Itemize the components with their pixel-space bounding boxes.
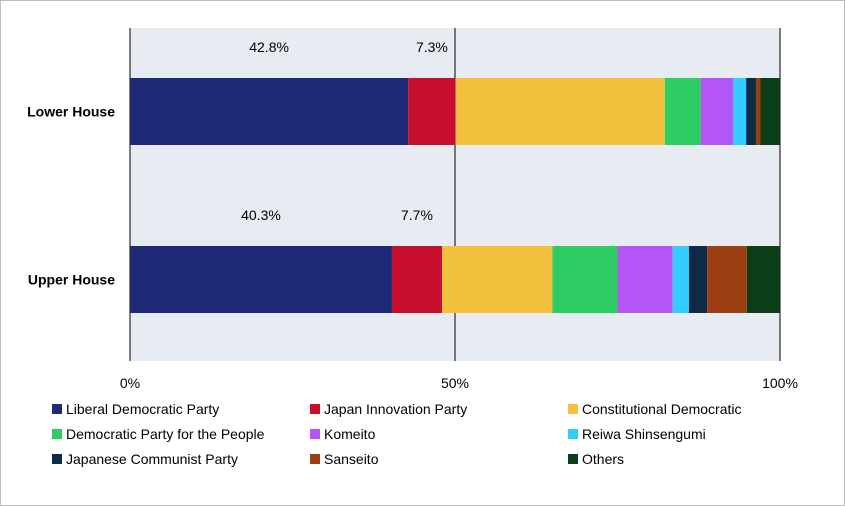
data-label: 42.8% <box>249 39 289 55</box>
category-label: Lower House <box>27 104 115 120</box>
legend-swatch <box>310 403 320 414</box>
legend-label: Others <box>582 450 625 467</box>
bar-segment-upper-house-komeito <box>617 246 673 313</box>
data-label: 7.3% <box>416 39 448 55</box>
bar-segment-lower-house-japanese-communist-party <box>746 78 756 145</box>
legend-label: Japanese Communist Party <box>66 450 238 467</box>
category-label: Upper House <box>28 272 115 288</box>
legend-label: Reiwa Shinsengumi <box>582 425 706 442</box>
legend-label: Liberal Democratic Party <box>66 400 220 417</box>
legend-label: Democratic Party for the People <box>66 425 265 442</box>
legend-swatch <box>568 403 578 414</box>
bar-segment-lower-house-reiwa-shinsengumi <box>733 78 747 145</box>
x-tick-label: 0% <box>120 375 140 391</box>
data-label: 7.7% <box>401 207 433 223</box>
bar-segment-lower-house-komeito <box>700 78 734 145</box>
legend-label: Constitutional Democratic <box>582 400 742 417</box>
bar-segment-upper-house-constitutional-democratic <box>442 246 553 313</box>
bar-segment-lower-house-others <box>760 78 780 145</box>
legend-item: Reiwa Shinsengumi <box>568 423 812 444</box>
legend-swatch <box>52 453 62 464</box>
data-label: 40.3% <box>241 207 281 223</box>
bar-segment-upper-house-liberal-democratic-party <box>130 246 392 313</box>
legend-swatch <box>568 428 578 439</box>
legend-item: Japanese Communist Party <box>52 448 310 469</box>
legend-swatch <box>310 428 320 439</box>
bar-segment-lower-house-liberal-democratic-party <box>130 78 409 145</box>
bar-segment-lower-house-sanseito <box>755 78 761 145</box>
bar-segment-upper-house-japan-innovation-party <box>391 246 442 313</box>
legend-label: Sanseito <box>324 450 379 467</box>
legend-item: Constitutional Democratic <box>568 398 812 419</box>
bar-segment-upper-house-sanseito <box>707 246 747 313</box>
bar-segment-upper-house-democratic-party-for-the-people <box>552 246 618 313</box>
legend-item: Japan Innovation Party <box>310 398 568 419</box>
bar-segment-lower-house-japan-innovation-party <box>408 78 456 145</box>
legend-swatch <box>568 453 578 464</box>
legend-swatch <box>310 453 320 464</box>
x-tick-label: 50% <box>441 375 469 391</box>
bar-segment-lower-house-constitutional-democratic <box>455 78 665 145</box>
legend-item: Liberal Democratic Party <box>52 398 310 419</box>
legend-label: Komeito <box>324 425 376 442</box>
bar-segment-upper-house-japanese-communist-party <box>689 246 708 313</box>
bar-segment-upper-house-reiwa-shinsengumi <box>672 246 689 313</box>
x-tick-label: 100% <box>762 375 798 391</box>
legend-swatch <box>52 403 62 414</box>
legend: Liberal Democratic Party Japan Innovation… <box>52 398 812 469</box>
bar-segment-lower-house-democratic-party-for-the-people <box>664 78 701 145</box>
legend-swatch <box>52 428 62 439</box>
legend-item: Sanseito <box>310 448 568 469</box>
legend-item: Democratic Party for the People <box>52 423 310 444</box>
bar-segment-upper-house-others <box>746 246 780 313</box>
legend-item: Others <box>568 448 812 469</box>
legend-label: Japan Innovation Party <box>324 400 468 417</box>
legend-item: Komeito <box>310 423 568 444</box>
